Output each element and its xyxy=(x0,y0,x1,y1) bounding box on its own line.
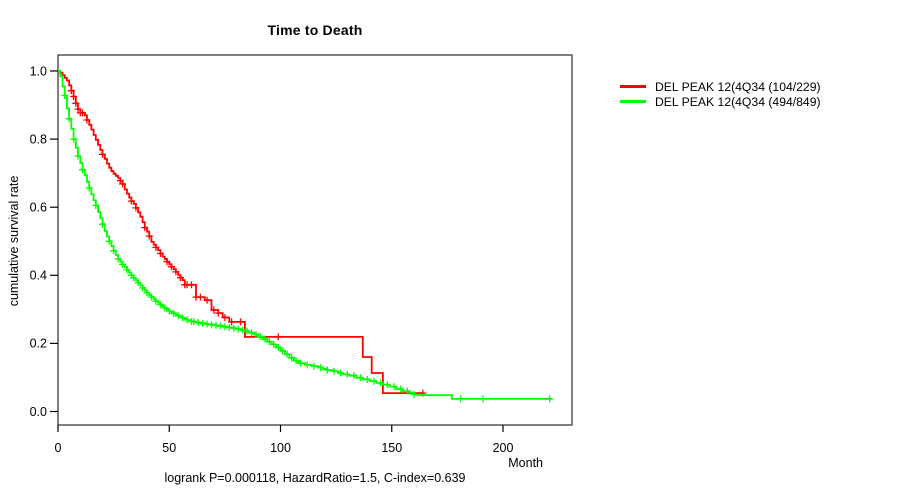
y-tick-label: 0.8 xyxy=(30,132,47,146)
y-tick-label: 1.0 xyxy=(30,64,47,78)
y-tick-label: 0.2 xyxy=(30,337,47,351)
x-tick-label: 0 xyxy=(55,441,62,455)
y-tick-label: 0.6 xyxy=(30,201,47,215)
x-tick-label: 150 xyxy=(381,441,402,455)
legend-item-green: DEL PEAK 12(4Q34 (494/849) xyxy=(620,94,821,109)
survival-curve-green xyxy=(58,70,552,400)
legend-line-red-icon xyxy=(620,85,646,88)
y-tick-label: 0.4 xyxy=(30,269,47,283)
censor-marks-green xyxy=(61,92,554,403)
x-tick-label: 200 xyxy=(493,441,514,455)
legend-line-green-icon xyxy=(620,100,646,103)
censor-marks-red xyxy=(67,87,427,397)
plot-title: Time to Death xyxy=(267,22,363,38)
plot-frame xyxy=(57,54,573,426)
survival-curve-red xyxy=(58,70,423,394)
x-tick-label: 100 xyxy=(270,441,291,455)
legend-item-red: DEL PEAK 12(4Q34 (104/229) xyxy=(620,79,821,94)
legend: DEL PEAK 12(4Q34 (104/229) DEL PEAK 12(4… xyxy=(620,79,821,109)
x-tick-label: 50 xyxy=(162,441,176,455)
x-axis-label: Month xyxy=(508,456,543,470)
legend-label-red: DEL PEAK 12(4Q34 (104/229) xyxy=(655,79,821,94)
legend-label-green: DEL PEAK 12(4Q34 (494/849) xyxy=(655,94,821,109)
stats-caption: logrank P=0.000118, HazardRatio=1.5, C-i… xyxy=(164,471,466,485)
y-tick-label: 0.0 xyxy=(30,405,47,419)
